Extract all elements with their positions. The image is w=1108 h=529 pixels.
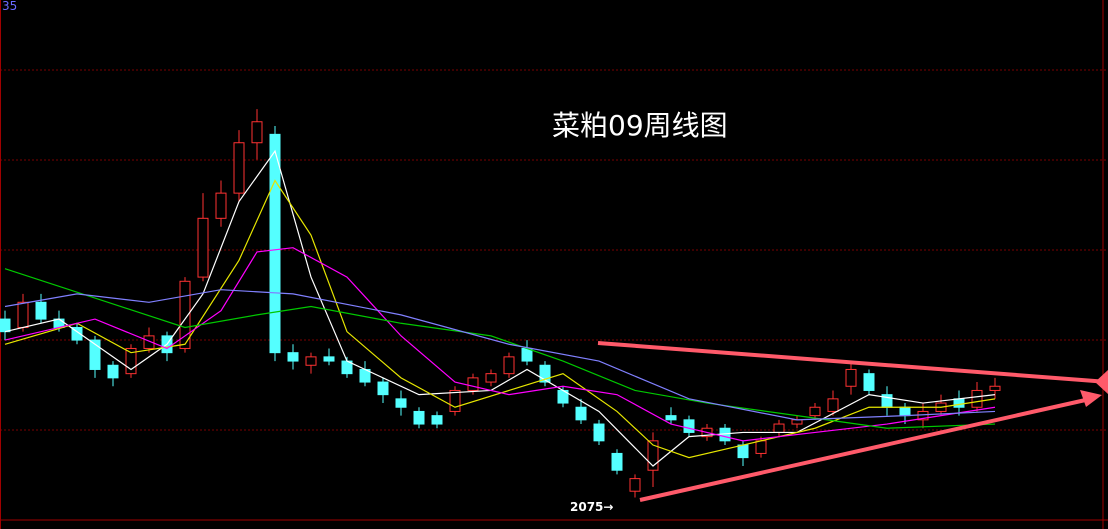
candle-body	[647, 440, 659, 471]
candle-body	[827, 398, 839, 412]
candle-body	[755, 440, 767, 454]
candle-body	[431, 415, 443, 425]
candle-body	[593, 423, 605, 442]
candle-body	[323, 356, 335, 362]
low-label: 2075→	[570, 500, 613, 514]
candle-body	[791, 419, 803, 425]
moving-average	[4, 179, 996, 459]
candle-body	[377, 381, 389, 396]
candle-body	[233, 142, 245, 194]
candle-body	[179, 280, 191, 349]
candle-body	[89, 339, 101, 370]
candle-body	[287, 352, 299, 362]
candle-body	[773, 423, 785, 433]
moving-average	[4, 289, 996, 421]
candle-body	[989, 385, 1001, 391]
candle-body	[215, 192, 227, 219]
candle-body	[809, 406, 821, 417]
candle-body	[845, 368, 857, 387]
candle-body	[413, 410, 425, 425]
candle-body	[125, 347, 137, 375]
candle-body	[71, 326, 83, 341]
candle-body	[683, 419, 695, 433]
candle-body	[539, 364, 551, 383]
candle-body	[467, 377, 479, 391]
moving-average	[4, 268, 996, 429]
candle-body	[503, 356, 515, 375]
candle-body	[485, 373, 497, 383]
candle-body	[449, 389, 461, 412]
candle-body	[575, 406, 587, 421]
candle-body	[17, 301, 29, 328]
candle-body	[305, 356, 317, 366]
candle-body	[953, 398, 965, 408]
candle-body	[665, 415, 677, 421]
arrow-head	[1095, 370, 1108, 394]
arrow-head	[1080, 390, 1102, 407]
candle-body	[107, 364, 119, 379]
candle-body	[197, 217, 209, 278]
candle-body	[629, 478, 641, 492]
candle-body	[0, 318, 11, 333]
candle-body	[521, 347, 533, 362]
candle-body	[395, 398, 407, 408]
candle-body	[35, 301, 47, 320]
candle-body	[251, 121, 263, 144]
candle-body	[971, 389, 983, 408]
corner-label: 35	[2, 0, 17, 13]
moving-average	[4, 149, 996, 467]
trend-line	[597, 341, 1108, 384]
candle-body	[143, 335, 155, 349]
candle-body	[737, 444, 749, 459]
moving-average	[4, 247, 996, 442]
candle-body	[611, 452, 623, 471]
trend-line	[639, 397, 1091, 502]
candle-body	[899, 406, 911, 417]
chart-title: 菜粕09周线图	[552, 109, 728, 142]
candle-body	[917, 410, 929, 421]
candle-body	[269, 133, 281, 354]
candle-body	[863, 373, 875, 391]
